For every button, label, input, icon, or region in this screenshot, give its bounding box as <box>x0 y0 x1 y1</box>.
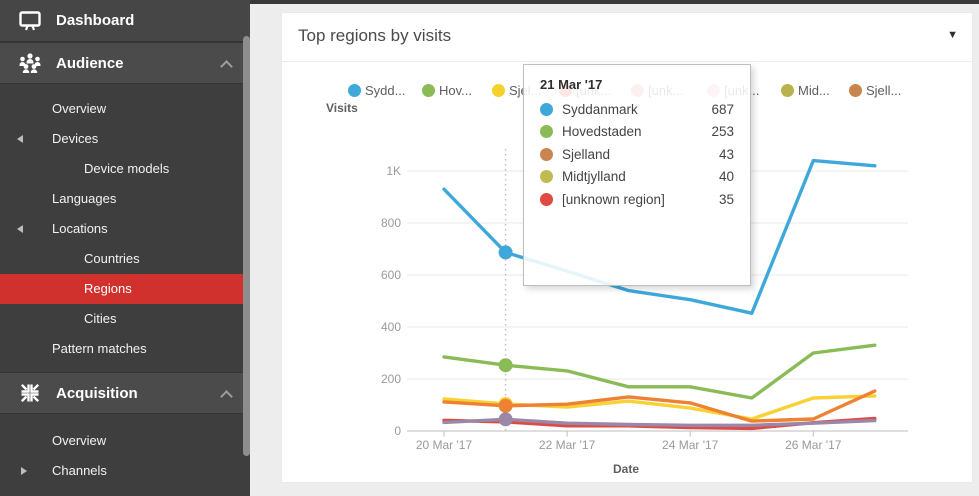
people-icon <box>17 51 43 75</box>
sidebar-item-locations[interactable]: Locations <box>0 214 250 244</box>
legend-label: Hov... <box>439 82 472 98</box>
tooltip-series-value: 687 <box>711 101 734 117</box>
legend-item-mid[interactable]: Mid... <box>781 82 830 98</box>
y-axis-title: Visits <box>326 101 358 115</box>
tooltip-series-dot-icon <box>540 147 553 161</box>
legend-dot-icon <box>492 83 505 97</box>
y-tick-label: 200 <box>381 372 401 386</box>
sidebar-sublist-audience: Overview Devices Device models Languages Loc… <box>0 84 250 372</box>
sidebar-item-countries[interactable]: Countries <box>84 251 140 266</box>
sidebar-item-overview[interactable]: Overview <box>52 433 107 448</box>
sidebar-item-channels[interactable]: Channels <box>0 456 250 486</box>
sidebar-section-label: Audience <box>56 54 124 72</box>
legend-dot-icon <box>422 83 435 97</box>
series-line-syddanmark[interactable] <box>442 158 877 315</box>
y-tick-label: 800 <box>381 216 401 230</box>
legend-label: Sydd... <box>365 82 406 98</box>
tooltip-series-label: Midtjylland <box>562 169 626 185</box>
chart-area[interactable]: 0 200 400 600 800 1K 20 Mar '17 22 Mar '17 24 Ma… <box>282 13 972 482</box>
tooltip-row-sjelland: Sjelland 43 <box>540 143 734 166</box>
sidebar-section-acquisition[interactable]: Acquisition <box>0 372 250 414</box>
legend-label: Mid... <box>798 82 830 98</box>
tooltip-rows: Syddanmark 687 Hovedstaden 253 Sjelland 43 Mid… <box>540 98 734 211</box>
tooltip-series-label: Hovedstaden <box>562 124 642 140</box>
sidebar-scrollbar[interactable] <box>243 36 250 456</box>
series-line-unknown-region-2[interactable] <box>442 417 877 427</box>
sidebar-item-languages[interactable]: Languages <box>52 191 117 206</box>
y-tick-label: 1K <box>386 164 401 178</box>
monitor-icon <box>17 9 43 33</box>
legend-dot-icon <box>849 83 862 97</box>
legend-label: Sjell... <box>866 82 902 98</box>
sidebar-item-pattern-matches[interactable]: Pattern matches <box>52 341 147 356</box>
hover-marker-hovedstaden[interactable] <box>498 358 513 373</box>
legend-item-hov[interactable]: Hov... <box>422 82 472 98</box>
triangle-left-icon <box>17 135 23 143</box>
sidebar-item-overview[interactable]: Overview <box>52 101 107 116</box>
hover-marker-unknown-region-2[interactable] <box>498 412 513 427</box>
sidebar-item-device-models[interactable]: Device models <box>84 161 170 176</box>
tooltip-series-dot-icon <box>540 125 553 139</box>
hover-marker-syddanmark[interactable] <box>498 245 513 260</box>
widget-header: Top regions by visits ▼ <box>282 13 972 62</box>
sidebar-section-dashboard[interactable]: Dashboard <box>0 0 250 42</box>
sidebar-section-audience[interactable]: Audience <box>0 42 250 84</box>
tooltip-row-syddanmark: Syddanmark 687 <box>540 98 734 121</box>
legend-item-sjell[interactable]: Sjell... <box>849 82 902 98</box>
sidebar-sections: Dashboard Audience Overview Devices Device m… <box>0 0 250 494</box>
sidebar: Dashboard Audience Overview Devices Device m… <box>0 0 250 496</box>
sidebar-item-devices[interactable]: Devices <box>0 124 250 154</box>
dropdown-triangle-icon[interactable]: ▼ <box>947 29 958 41</box>
x-tick-label: 20 Mar '17 <box>416 438 473 452</box>
tooltip-series-value: 253 <box>711 124 734 140</box>
sidebar-item-regions[interactable]: Regions <box>0 274 250 304</box>
y-tick-label: 400 <box>381 320 401 334</box>
x-axis-title: Date <box>612 462 639 476</box>
line-chart-canvas[interactable]: 0 200 400 600 800 1K 20 Mar '17 22 Mar '17 24 Ma… <box>282 13 972 482</box>
sidebar-item-cities[interactable]: Cities <box>84 311 117 326</box>
tooltip-series-value: 35 <box>718 191 734 207</box>
triangle-left-icon <box>17 225 23 233</box>
tooltip-row-midtjylland: Midtjylland 40 <box>540 166 734 189</box>
chevron-up-icon <box>220 390 233 403</box>
tooltip-series-value: 43 <box>718 146 734 162</box>
chart-tooltip: 21 Mar '17 Syddanmark 687 Hovedstaden 253 Sj… <box>523 64 751 286</box>
widget-title: Top regions by visits <box>298 26 452 45</box>
y-tick-label: 0 <box>394 424 401 438</box>
tooltip-series-label: Syddanmark <box>562 101 638 117</box>
tooltip-series-dot-icon <box>540 192 553 206</box>
tooltip-series-dot-icon <box>540 170 553 184</box>
widget-card: 0 200 400 600 800 1K 20 Mar '17 22 Mar '17 24 Ma… <box>281 12 973 483</box>
tooltip-series-label: [unknown region] <box>562 191 665 207</box>
legend-item-sydd[interactable]: Sydd... <box>348 82 406 98</box>
hover-marker-sjelland-orange[interactable] <box>498 398 513 413</box>
compress-arrows-icon <box>17 381 43 405</box>
top-bar <box>0 0 979 4</box>
x-tick-label: 22 Mar '17 <box>539 438 596 452</box>
legend-dot-icon <box>348 83 361 97</box>
triangle-right-icon <box>21 467 27 475</box>
legend-dot-icon <box>781 83 794 97</box>
tooltip-series-value: 40 <box>718 169 734 185</box>
tooltip-series-dot-icon <box>540 102 553 116</box>
sidebar-section-label: Dashboard <box>56 12 135 29</box>
sidebar-section-label: Acquisition <box>56 384 138 402</box>
series-line-sjelland-orange[interactable] <box>442 389 877 423</box>
tooltip-series-label: Sjelland <box>562 146 611 162</box>
y-tick-label: 600 <box>381 268 401 282</box>
x-tick-label: 26 Mar '17 <box>785 438 842 452</box>
tooltip-date: 21 Mar '17 <box>540 77 603 92</box>
tooltip-row-hovedstaden: Hovedstaden 253 <box>540 121 734 144</box>
chevron-up-icon <box>220 60 233 73</box>
sidebar-sublist-acquisition: Overview Channels <box>0 414 250 494</box>
tooltip-row-unknown-region: [unknown region] 35 <box>540 188 734 211</box>
series-line-hovedstaden[interactable] <box>442 343 877 400</box>
x-tick-label: 24 Mar '17 <box>662 438 719 452</box>
